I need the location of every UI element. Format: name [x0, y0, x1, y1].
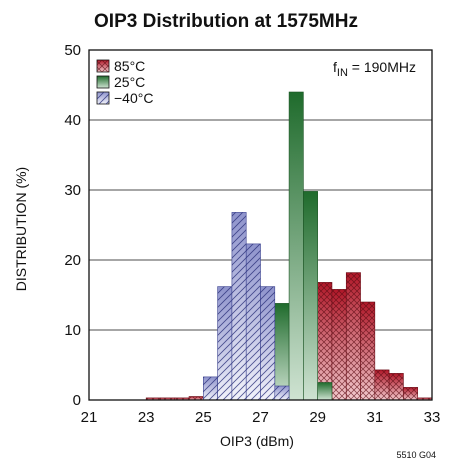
annotation-sub: IN	[337, 67, 348, 79]
bar-pattern	[417, 397, 432, 400]
figure-code: 5510 G04	[396, 450, 436, 460]
bar-pattern	[389, 373, 404, 400]
y-tick-label: 10	[64, 322, 81, 339]
bars	[145, 91, 433, 401]
frequency-annotation: fIN = 190MHz	[333, 59, 416, 79]
x-tick-labels: 21 23 25 27 29 31 33	[81, 409, 441, 426]
x-tick-label: 33	[424, 409, 441, 426]
bar	[317, 382, 333, 401]
bar	[303, 191, 318, 401]
legend: 85°C25°C−40°C	[96, 58, 153, 106]
bar-pattern	[231, 212, 247, 400]
legend-swatch-pattern	[97, 92, 109, 104]
y-tick-label: 20	[64, 252, 81, 269]
x-tick-label: 25	[195, 409, 212, 426]
y-tick-labels: 0 10 20 30 40 50	[64, 42, 81, 409]
bar-pattern	[374, 369, 390, 400]
y-tick-label: 50	[64, 42, 81, 59]
y-axis-label: DISTRIBUTION (%)	[13, 167, 29, 291]
legend-item: −40°C	[96, 90, 153, 106]
bar-pattern	[274, 386, 290, 400]
y-tick-label: 30	[64, 182, 81, 199]
bar-pattern	[360, 302, 375, 400]
legend-item: 25°C	[96, 74, 145, 90]
legend-swatch	[96, 75, 110, 89]
bar-pattern	[246, 243, 261, 400]
bar	[274, 303, 290, 401]
bar-pattern	[174, 397, 190, 400]
y-tick-label: 40	[64, 112, 81, 129]
bar-pattern	[217, 286, 232, 400]
legend-label: −40°C	[114, 90, 153, 106]
bar-pattern	[146, 397, 161, 400]
legend-swatch-pattern	[97, 60, 109, 72]
x-tick-label: 21	[81, 409, 98, 426]
legend-item: 85°C	[96, 58, 145, 74]
bar-pattern	[331, 289, 347, 400]
bar	[288, 91, 304, 401]
bar-pattern	[403, 387, 418, 400]
bar-pattern	[203, 376, 218, 400]
x-tick-label: 31	[366, 409, 383, 426]
bar-pattern	[160, 397, 175, 400]
plot-frame	[88, 49, 433, 401]
series-diagonal-blue	[203, 212, 290, 401]
bar-pattern	[260, 286, 275, 400]
annotation-rest: = 190MHz	[348, 59, 416, 75]
annotation-main: f	[333, 59, 337, 75]
x-tick-label: 23	[138, 409, 155, 426]
bar-pattern	[317, 282, 332, 400]
chart-title: OIP3 Distribution at 1575MHz	[94, 11, 358, 32]
legend-label: 85°C	[114, 58, 145, 74]
bar-pattern	[346, 272, 361, 400]
x-axis-label: OIP3 (dBm)	[220, 433, 294, 449]
x-tick-label: 27	[252, 409, 269, 426]
legend-label: 25°C	[114, 74, 145, 90]
x-tick-label: 29	[309, 409, 326, 426]
bar-pattern	[189, 396, 204, 400]
y-tick-label: 0	[73, 392, 81, 409]
